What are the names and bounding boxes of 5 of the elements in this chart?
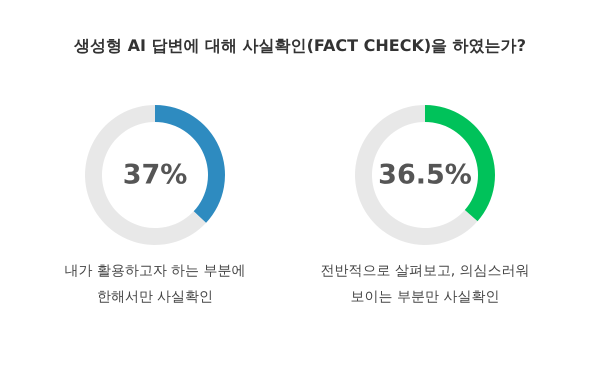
text: 전반적으로 살펴보고, 의심스러워 보이는 부분만 사실확인 — [320, 262, 530, 307]
text: 생성형 AI 답변에 대해 사실확인(FACT CHECK)을 하였는가? — [73, 36, 527, 57]
data-label: 37% — [122, 160, 188, 190]
text: 내가 활용하고자 하는 부분에 한해서만 사실확인 — [63, 262, 247, 307]
data-label: 36.5% — [378, 160, 472, 190]
